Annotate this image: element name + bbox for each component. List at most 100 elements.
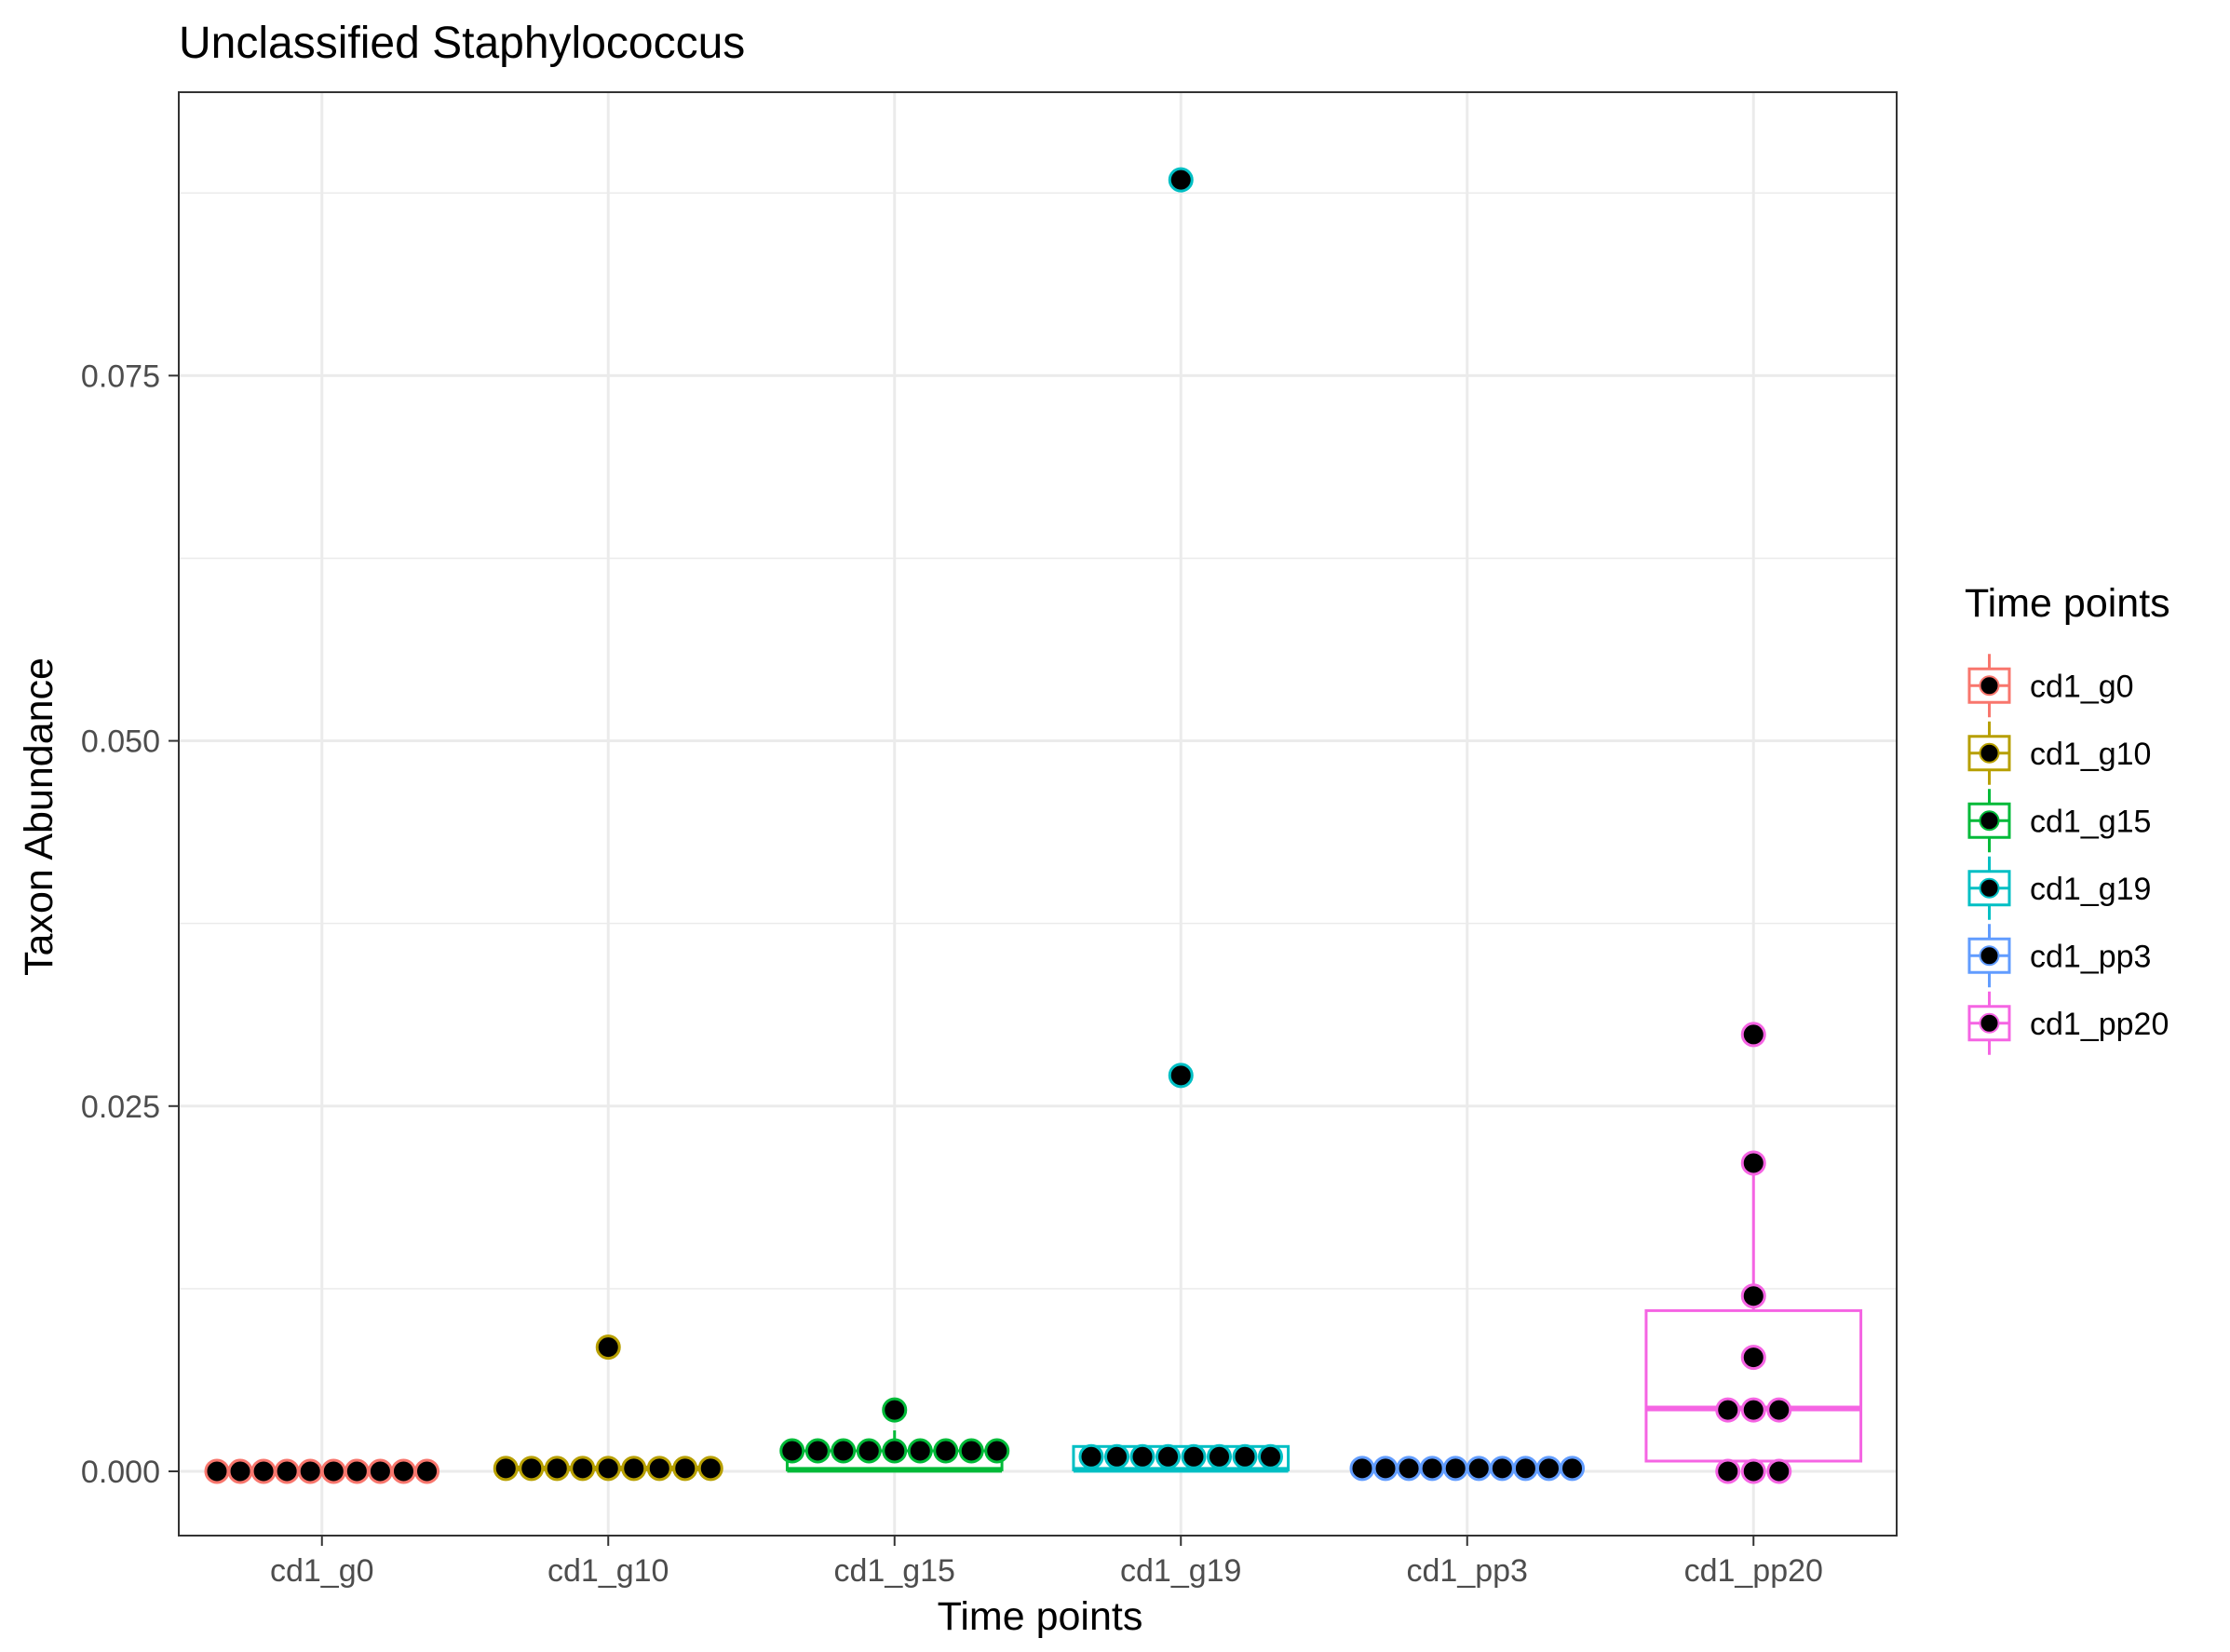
data-point xyxy=(1156,1443,1181,1469)
legend: cd1_g0 cd1_g10 cd1_g15 cd1_g19 cd1_pp3 cd1_pp… xyxy=(1966,652,2169,1057)
data-point xyxy=(907,1438,933,1464)
data-point xyxy=(672,1456,698,1482)
data-point xyxy=(1740,1283,1766,1309)
data-point xyxy=(1715,1458,1741,1484)
data-point xyxy=(882,1438,908,1464)
x-tick-label: cd1_pp3 xyxy=(1407,1553,1528,1589)
plot-background xyxy=(179,92,1897,1536)
data-point xyxy=(804,1438,831,1464)
data-point xyxy=(621,1456,647,1482)
data-point xyxy=(958,1438,984,1464)
data-point xyxy=(646,1456,672,1482)
box-group-cd1_pp3 xyxy=(1349,1456,1586,1482)
legend-key-point xyxy=(1979,877,2000,899)
data-point xyxy=(779,1438,805,1464)
legend-item-cd1_pp3: cd1_pp3 xyxy=(1966,922,2151,990)
data-point xyxy=(519,1456,545,1482)
data-point xyxy=(595,1456,621,1482)
data-point xyxy=(856,1438,882,1464)
legend-item-cd1_g19: cd1_g19 xyxy=(1966,854,2151,922)
y-tick-label: 0.050 xyxy=(81,724,160,760)
x-tick-label: cd1_pp20 xyxy=(1684,1553,1823,1589)
legend-label: cd1_g15 xyxy=(2030,804,2151,839)
data-point xyxy=(1349,1456,1375,1482)
data-point xyxy=(250,1458,277,1484)
data-point xyxy=(1535,1456,1561,1482)
data-point xyxy=(1372,1456,1399,1482)
x-tick-label: cd1_g19 xyxy=(1120,1553,1241,1589)
plot-border xyxy=(178,91,1898,1537)
data-point xyxy=(1181,1443,1207,1469)
legend-label: cd1_pp20 xyxy=(2030,1007,2169,1042)
data-point xyxy=(1560,1456,1586,1482)
data-point xyxy=(1740,1345,1766,1371)
data-point xyxy=(204,1458,230,1484)
data-point xyxy=(1419,1456,1445,1482)
data-point xyxy=(933,1438,959,1464)
x-axis-label: Time points xyxy=(938,1594,1143,1639)
x-tick-label: cd1_g10 xyxy=(547,1553,669,1589)
data-point xyxy=(320,1458,346,1484)
data-point xyxy=(570,1456,596,1482)
box-group-cd1_g19 xyxy=(1072,167,1291,1473)
legend-key-point xyxy=(1979,742,2000,764)
data-point xyxy=(595,1334,621,1361)
data-point xyxy=(297,1458,323,1484)
data-point xyxy=(831,1438,857,1464)
legend-item-cd1_pp20: cd1_pp20 xyxy=(1966,989,2169,1057)
legend-key-point xyxy=(1979,1012,2000,1034)
x-tick-label: cd1_g15 xyxy=(834,1553,955,1589)
legend-label: cd1_pp3 xyxy=(2030,939,2151,974)
data-point xyxy=(1766,1458,1792,1484)
data-point xyxy=(414,1458,440,1484)
plot-area: 0.000 0.025 0.050 0.075 cd1_g0 cd1_g10 cd1_g15… xyxy=(81,91,1898,1589)
data-point xyxy=(1207,1443,1232,1469)
box-group-cd1_pp20 xyxy=(1644,1022,1863,1484)
data-point xyxy=(227,1458,253,1484)
data-point xyxy=(1078,1443,1104,1469)
data-point xyxy=(1129,1443,1156,1469)
data-point xyxy=(1715,1397,1741,1423)
data-point xyxy=(1232,1443,1258,1469)
data-point xyxy=(1740,1022,1766,1048)
data-point xyxy=(882,1397,908,1423)
y-tick-label: 0.000 xyxy=(81,1455,160,1490)
data-point xyxy=(1396,1456,1422,1482)
legend-key-point xyxy=(1979,945,2000,967)
box xyxy=(1644,1308,1863,1463)
data-point xyxy=(1168,1063,1194,1089)
legend-title: Time points xyxy=(1965,581,2170,626)
data-point xyxy=(390,1458,416,1484)
legend-label: cd1_g0 xyxy=(2030,669,2134,704)
data-point xyxy=(1489,1456,1515,1482)
data-point xyxy=(1258,1443,1283,1469)
data-point xyxy=(1740,1397,1766,1423)
y-tick-label: 0.075 xyxy=(81,359,160,394)
data-point xyxy=(1168,167,1194,193)
data-point xyxy=(1766,1397,1792,1423)
data-point xyxy=(984,1438,1010,1464)
data-point xyxy=(1740,1458,1766,1484)
legend-label: cd1_g19 xyxy=(2030,872,2151,907)
data-point xyxy=(274,1458,300,1484)
data-point xyxy=(1104,1443,1129,1469)
data-point xyxy=(1466,1456,1492,1482)
legend-item-cd1_g10: cd1_g10 xyxy=(1966,719,2151,787)
data-point xyxy=(544,1456,570,1482)
box-group-cd1_g10 xyxy=(493,1334,723,1482)
data-point xyxy=(1740,1150,1766,1176)
legend-item-cd1_g15: cd1_g15 xyxy=(1966,787,2151,855)
y-tick-label: 0.025 xyxy=(81,1090,160,1125)
legend-key-point xyxy=(1979,810,2000,832)
legend-key-point xyxy=(1979,675,2000,697)
legend-item-cd1_g0: cd1_g0 xyxy=(1966,652,2134,720)
box-group-cd1_g15 xyxy=(779,1397,1010,1473)
y-axis-label: Taxon Abundance xyxy=(17,657,61,976)
data-point xyxy=(1512,1456,1538,1482)
x-tick-label: cd1_g0 xyxy=(270,1553,374,1589)
box-group-cd1_g0 xyxy=(204,1458,440,1484)
data-point xyxy=(493,1456,519,1482)
legend-label: cd1_g10 xyxy=(2030,737,2151,772)
data-point xyxy=(344,1458,370,1484)
